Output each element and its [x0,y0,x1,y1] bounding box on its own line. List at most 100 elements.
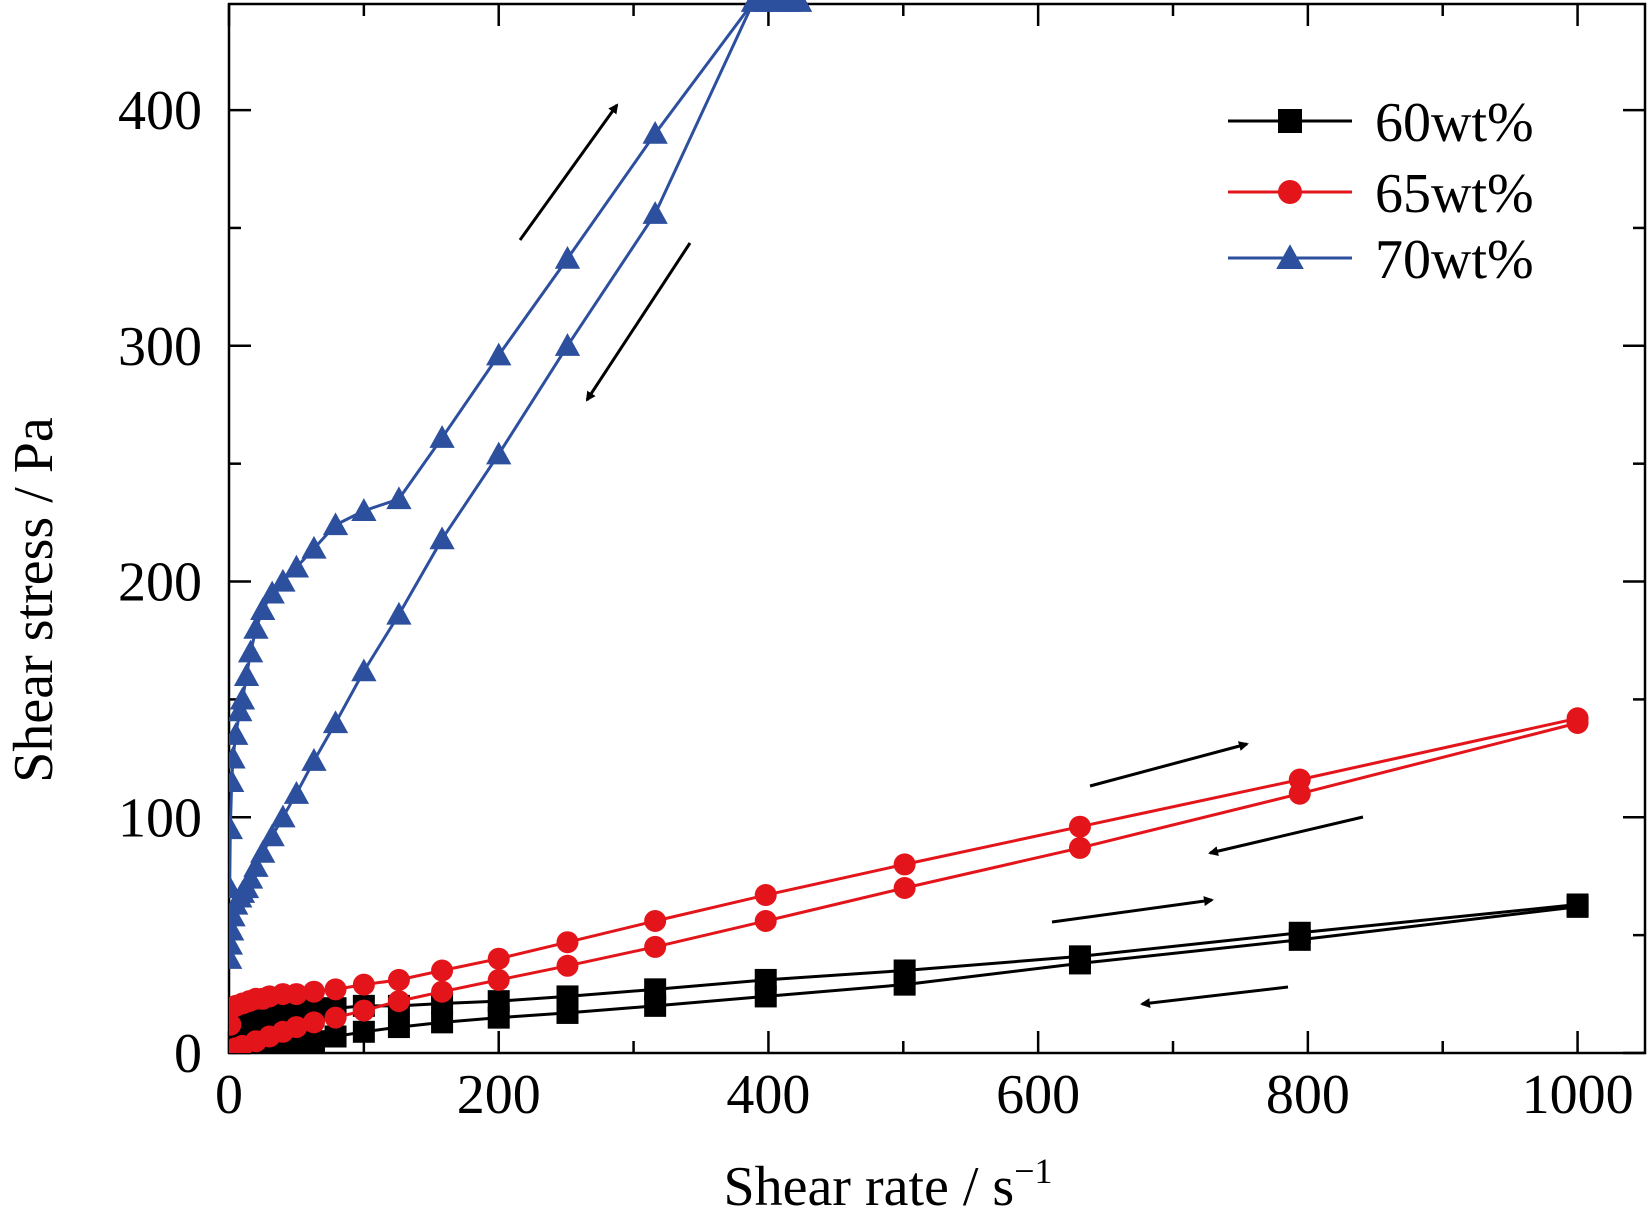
data-series [229,0,1589,1053]
legend-label: 65wt% [1375,163,1534,225]
data-point-up [351,498,377,521]
data-point-down [229,946,243,969]
data-point-up [270,568,296,592]
data-point-down [893,973,916,996]
data-point-up [352,973,375,996]
legend-entry: 70wt% [1228,229,1534,291]
legend-entry: 65wt% [1228,163,1534,225]
data-point-up [229,686,256,710]
data-point-up [233,663,260,686]
x-tick-label: 800 [1266,1064,1350,1126]
data-point-up [486,342,512,366]
data-point-down [642,201,668,224]
data-point-up [229,816,243,840]
x-axis-title-text: Shear rate / s [723,1156,1014,1218]
data-point-up [387,968,410,991]
series-60wt% [229,893,1589,1053]
direction-arrow [1089,741,1249,788]
data-point-down [324,1006,347,1029]
data-point-down [283,781,310,804]
x-axis-title: Shear rate / s−1 [723,1151,1052,1218]
data-point-down [1068,952,1091,975]
legend-marker [1278,109,1302,133]
y-tick-label: 300 [118,316,202,378]
plot-frame [227,2,1647,1055]
data-point-down [1288,782,1311,805]
data-point-down [352,999,375,1022]
data-point-up [229,745,246,769]
data-point-down [754,909,777,932]
data-point-up [429,425,455,448]
data-point-down [431,980,454,1003]
data-point-up [229,769,245,793]
legend-entry: 60wt% [1228,92,1534,154]
data-point-up [301,535,327,559]
direction-arrow [1208,815,1364,857]
data-point-down [386,601,412,625]
y-tick-label: 100 [118,787,202,849]
data-point-up [386,486,412,510]
series-line-down [229,0,800,959]
data-point-down [556,1001,579,1024]
axis-ticks: 0 200 400 600 800 1000 0 100 200 300 400 [118,4,1645,1126]
data-point-up [250,597,276,620]
data-point-up [754,968,777,991]
data-point-down [301,748,327,771]
data-point-down [302,1030,325,1053]
data-point-up [302,980,325,1003]
direction-arrows [518,103,1364,1009]
data-point-down [644,994,667,1017]
data-point-down [259,823,285,847]
y-tick-label: 200 [118,552,202,614]
data-point-up [259,580,285,604]
data-point-down [322,710,349,734]
data-point-down [893,876,916,899]
data-point-down [431,1011,454,1034]
x-tick-label: 1000 [1522,1064,1634,1126]
y-tick-label: 0 [174,1023,202,1085]
data-point-down [324,1025,347,1048]
legend-label: 60wt% [1375,92,1534,154]
data-point-up [644,909,667,932]
data-point-down [229,1039,242,1053]
series-65wt% [229,707,1589,1053]
data-point-down [1566,711,1589,734]
data-point-up [229,722,249,745]
data-point-up [322,512,349,536]
data-point-up [487,947,510,970]
data-point-down [487,1006,510,1029]
data-point-up [229,698,253,722]
data-point-up [237,639,264,663]
legend-marker [1276,244,1304,270]
series-70wt% [229,0,813,969]
data-point-up [554,245,581,269]
data-point-up [285,999,308,1022]
data-point-down [1566,895,1589,918]
data-point-up [431,959,454,982]
data-point-up [229,1013,242,1036]
data-point-down [556,954,579,977]
direction-arrow [585,242,692,402]
legend-marker [1278,180,1302,204]
y-tick-label: 400 [118,80,202,142]
x-tick-label: 400 [726,1064,810,1126]
data-point-down [302,1011,325,1034]
data-point-up [754,884,777,907]
data-point-down [351,658,377,682]
data-point-down [229,931,243,955]
direction-arrow [1051,896,1214,924]
data-point-up [893,853,916,876]
x-tick-label: 0 [215,1064,243,1126]
data-point-down [754,985,777,1008]
data-point-down [429,526,455,550]
data-point-up [642,121,668,144]
data-point-up [283,554,310,578]
data-point-up [556,985,579,1008]
legend: 60wt% 65wt%70wt% [1228,92,1534,291]
direction-arrow [518,103,619,241]
data-point-down [487,968,510,991]
x-tick-label: 200 [457,1064,541,1126]
plot-border [227,2,1647,1055]
